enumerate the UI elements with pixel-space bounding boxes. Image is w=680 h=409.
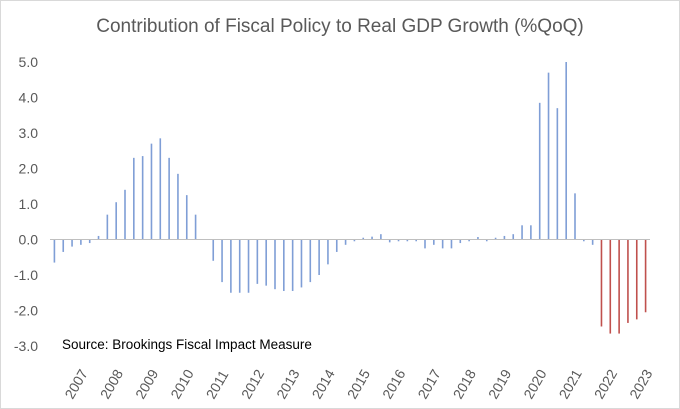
x-tick-label: 2019	[485, 366, 515, 401]
data-bar	[247, 239, 250, 293]
projection-bar	[627, 239, 629, 323]
data-bar	[335, 239, 338, 252]
data-bar	[71, 239, 73, 247]
x-tick-label: 2015	[344, 366, 374, 401]
data-bar	[194, 214, 197, 240]
data-bar	[221, 239, 223, 283]
data-bar	[344, 239, 347, 245]
x-tick-label: 2021	[556, 366, 586, 401]
data-bar	[265, 239, 267, 286]
y-tick-label: 4.0	[19, 90, 39, 106]
data-bar	[477, 237, 479, 240]
data-bar	[415, 239, 417, 242]
data-bar	[185, 195, 188, 240]
chart-title: Contribution of Fiscal Policy to Real GD…	[96, 16, 584, 37]
y-tick-label: 5.0	[19, 54, 39, 70]
x-tick-label: 2014	[308, 366, 338, 401]
y-tick-label: 1.0	[19, 196, 39, 212]
projection-bar	[618, 239, 620, 334]
data-bar	[168, 157, 170, 240]
data-bar	[309, 239, 312, 283]
data-bar	[115, 202, 117, 240]
x-tick-label: 2018	[450, 366, 480, 401]
data-bar	[468, 239, 470, 242]
data-bar	[80, 239, 82, 245]
projection-bar	[635, 239, 638, 320]
x-tick-label: 2022	[591, 366, 621, 401]
data-bar	[150, 143, 153, 240]
x-axis: 2007 2008 2009 2010 2011 2012 2013 2014 2015 2016…	[61, 366, 655, 401]
data-bar	[459, 239, 462, 244]
x-tick-label: 2017	[414, 366, 444, 401]
data-bar	[106, 214, 109, 240]
data-bar	[133, 157, 135, 240]
y-tick-label: 3.0	[19, 125, 39, 141]
data-bar	[574, 193, 576, 240]
data-bar	[565, 62, 567, 240]
y-axis: 5.0 4.0 3.0 2.0 1.0 0.0 -1.0 -2.0 -3.0	[14, 54, 38, 354]
data-bar	[406, 239, 409, 242]
data-bar	[238, 239, 241, 293]
data-bar	[441, 239, 444, 249]
data-bar	[159, 138, 162, 240]
y-tick-label: -3.0	[14, 338, 38, 354]
data-bar	[53, 239, 56, 263]
data-bar	[388, 239, 391, 243]
data-bar	[530, 225, 532, 240]
data-bar	[521, 225, 523, 240]
data-bar	[300, 239, 303, 288]
data-bar	[538, 102, 541, 240]
data-bar	[124, 189, 126, 240]
data-bar	[494, 237, 497, 240]
data-bar	[433, 239, 435, 245]
data-bar	[591, 239, 594, 245]
data-bar	[283, 239, 285, 291]
data-bar	[371, 236, 373, 240]
data-bar	[318, 239, 320, 275]
data-bar	[62, 239, 65, 252]
x-tick-label: 2023	[626, 366, 656, 401]
data-bar	[380, 234, 382, 240]
data-bar	[556, 108, 559, 240]
x-tick-label: 2009	[132, 366, 162, 401]
data-bar	[97, 235, 100, 240]
x-tick-label: 2007	[61, 366, 91, 401]
projection-bar	[609, 239, 612, 334]
data-bar	[353, 239, 356, 242]
y-tick-label: 2.0	[19, 161, 39, 177]
source-annotation: Source: Brookings Fiscal Impact Measure	[62, 337, 312, 352]
data-bar	[583, 239, 585, 242]
projection-bar	[600, 239, 603, 327]
data-bar	[327, 239, 329, 265]
x-tick-label: 2020	[520, 366, 550, 401]
data-bar	[212, 239, 215, 261]
x-tick-label: 2013	[273, 366, 303, 401]
data-bar	[424, 239, 426, 249]
x-tick-label: 2008	[97, 366, 127, 401]
data-bar	[274, 239, 276, 290]
data-bar	[485, 239, 488, 242]
data-bar	[362, 237, 365, 240]
x-tick-label: 2011	[203, 367, 232, 401]
data-bar	[177, 173, 179, 240]
data-bar	[397, 239, 400, 242]
projection-bar	[644, 239, 647, 313]
data-bar	[503, 235, 506, 240]
data-bar	[256, 239, 259, 284]
bars	[53, 62, 647, 334]
y-tick-label: -1.0	[14, 267, 38, 283]
data-bar	[547, 72, 550, 240]
x-tick-label: 2012	[238, 366, 268, 401]
y-tick-label: 0.0	[19, 232, 39, 248]
data-bar	[141, 156, 144, 240]
x-tick-label: 2016	[379, 366, 409, 401]
data-bar	[512, 234, 515, 240]
data-bar	[450, 239, 453, 249]
y-tick-label: -2.0	[14, 303, 38, 319]
data-bar	[230, 239, 232, 293]
data-bar	[88, 239, 91, 244]
data-bar	[291, 239, 294, 291]
x-tick-label: 2010	[167, 366, 197, 401]
